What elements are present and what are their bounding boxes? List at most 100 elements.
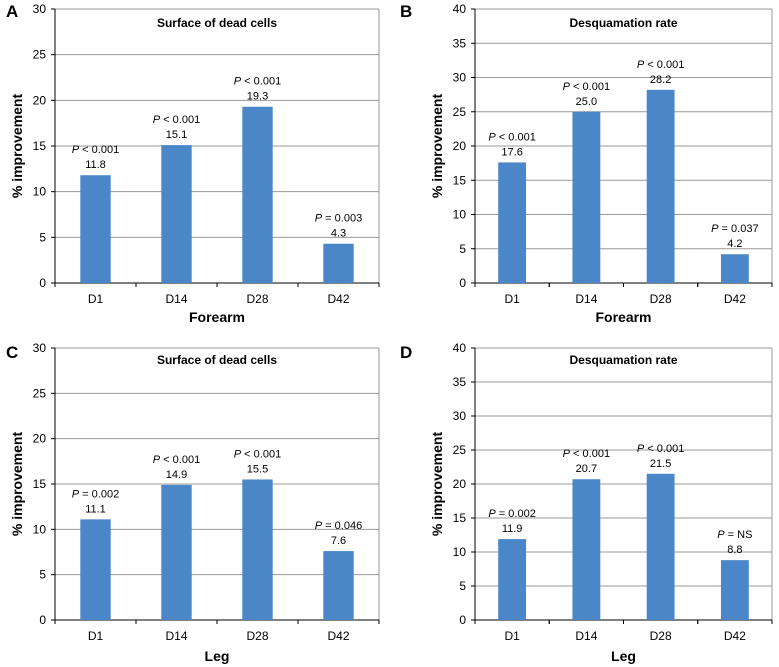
data-label: 21.5 xyxy=(650,458,671,470)
p-value-text: = 0.002 xyxy=(496,508,536,520)
p-value-label: P < 0.001 xyxy=(637,443,684,455)
bar-d42 xyxy=(323,243,354,283)
x-tick-label: D28 xyxy=(246,292,268,306)
data-label: 7.6 xyxy=(331,535,346,547)
panel-letter: B xyxy=(400,2,412,21)
y-tick-label: 0 xyxy=(39,276,46,290)
y-tick-label: 5 xyxy=(39,230,46,244)
p-value-text: = 0.003 xyxy=(322,213,362,225)
p-value-text: < 0.001 xyxy=(570,448,610,460)
p-value-label: P = 0.002 xyxy=(72,488,119,500)
p-value-label: P < 0.001 xyxy=(563,81,610,93)
y-tick-label: 20 xyxy=(33,93,47,107)
y-tick-label: 25 xyxy=(33,386,47,400)
bar-d14 xyxy=(161,145,192,283)
y-tick-label: 15 xyxy=(33,477,47,491)
y-axis-label: % improvement xyxy=(9,432,25,537)
data-label: 15.1 xyxy=(166,129,187,141)
p-value-text: < 0.001 xyxy=(160,114,200,126)
p-value-label: P < 0.001 xyxy=(488,131,535,143)
x-tick-label: D28 xyxy=(650,292,672,306)
p-letter: P xyxy=(315,213,323,225)
p-value-label: P < 0.001 xyxy=(153,454,200,466)
y-tick-label: 40 xyxy=(453,2,467,16)
y-tick-label: 0 xyxy=(459,276,466,290)
p-value-text: < 0.001 xyxy=(644,59,684,71)
p-value-text: = NS xyxy=(725,529,753,541)
y-tick-label: 35 xyxy=(453,375,467,389)
y-tick-label: 20 xyxy=(453,139,467,153)
bar-d28 xyxy=(646,473,675,620)
p-value-label: P = NS xyxy=(717,529,752,541)
bar-d14 xyxy=(572,479,601,620)
data-label: 8.8 xyxy=(727,544,742,556)
chart-title: Surface of dead cells xyxy=(157,16,277,30)
y-tick-label: 10 xyxy=(33,185,47,199)
p-value-text: < 0.001 xyxy=(79,144,119,156)
p-value-label: P < 0.001 xyxy=(234,76,281,88)
y-tick-label: 15 xyxy=(453,511,467,525)
y-axis-label: % improvement xyxy=(429,432,445,537)
data-label: 11.8 xyxy=(85,159,106,171)
p-letter: P xyxy=(488,131,496,143)
chart-panel-d: D 0 5 10 15 20 25 30 35 40 Desquamation rate 11.9 P … xyxy=(400,341,773,664)
x-tick-label: D28 xyxy=(650,629,672,643)
y-tick-label: 25 xyxy=(453,443,467,457)
bar-d1 xyxy=(80,519,111,620)
chart-title: Surface of dead cells xyxy=(157,353,277,367)
y-tick-label: 15 xyxy=(33,139,47,153)
x-tick-label: D14 xyxy=(165,292,187,306)
p-letter: P xyxy=(637,59,645,71)
data-label: 17.6 xyxy=(501,146,522,158)
y-tick-label: 10 xyxy=(453,208,467,222)
y-tick-label: 0 xyxy=(459,613,466,627)
p-letter: P xyxy=(153,454,161,466)
x-axis-label: Forearm xyxy=(595,309,651,325)
p-letter: P xyxy=(711,223,719,235)
x-tick-label: D42 xyxy=(724,292,746,306)
data-label: 14.9 xyxy=(166,469,187,481)
p-value-label: P < 0.001 xyxy=(72,144,119,156)
bar-d28 xyxy=(242,106,273,283)
y-tick-label: 5 xyxy=(459,242,466,256)
p-letter: P xyxy=(717,529,725,541)
bar-d14 xyxy=(572,111,601,283)
data-label: 15.5 xyxy=(247,463,268,475)
bar-d28 xyxy=(646,89,675,283)
p-value-text: < 0.001 xyxy=(160,454,200,466)
p-value-label: P < 0.001 xyxy=(153,114,200,126)
p-value-text: < 0.001 xyxy=(570,81,610,93)
p-value-label: P = 0.003 xyxy=(315,213,362,225)
p-value-text: < 0.001 xyxy=(241,448,281,460)
y-tick-label: 30 xyxy=(453,409,467,423)
x-tick-label: D28 xyxy=(246,629,268,643)
x-axis-label: Forearm xyxy=(189,309,245,325)
p-value-label: P < 0.001 xyxy=(563,448,610,460)
y-tick-label: 15 xyxy=(453,173,467,187)
p-value-text: < 0.001 xyxy=(241,76,281,88)
p-value-label: P = 0.046 xyxy=(315,520,362,532)
p-value-text: < 0.001 xyxy=(644,443,684,455)
p-letter: P xyxy=(563,81,571,93)
y-tick-label: 30 xyxy=(33,2,47,16)
bar-d1 xyxy=(498,162,527,283)
y-tick-label: 25 xyxy=(33,48,47,62)
p-letter: P xyxy=(72,488,80,500)
y-tick-label: 35 xyxy=(453,36,467,50)
y-tick-label: 5 xyxy=(459,579,466,593)
p-letter: P xyxy=(234,448,242,460)
x-tick-label: D14 xyxy=(575,292,597,306)
data-label: 28.2 xyxy=(650,74,671,86)
chart-title: Desquamation rate xyxy=(569,16,677,30)
bar-d1 xyxy=(498,539,527,620)
y-tick-label: 20 xyxy=(453,477,467,491)
chart-panel-b: B 0 5 10 15 20 25 30 35 40 Desquamation rate 17.6 P … xyxy=(400,2,773,325)
data-label: 25.0 xyxy=(576,96,597,108)
p-value-label: P < 0.001 xyxy=(234,448,281,460)
y-tick-label: 10 xyxy=(33,522,47,536)
p-letter: P xyxy=(153,114,161,126)
p-value-label: P = 0.037 xyxy=(711,223,758,235)
p-letter: P xyxy=(563,448,571,460)
y-tick-label: 30 xyxy=(453,71,467,85)
